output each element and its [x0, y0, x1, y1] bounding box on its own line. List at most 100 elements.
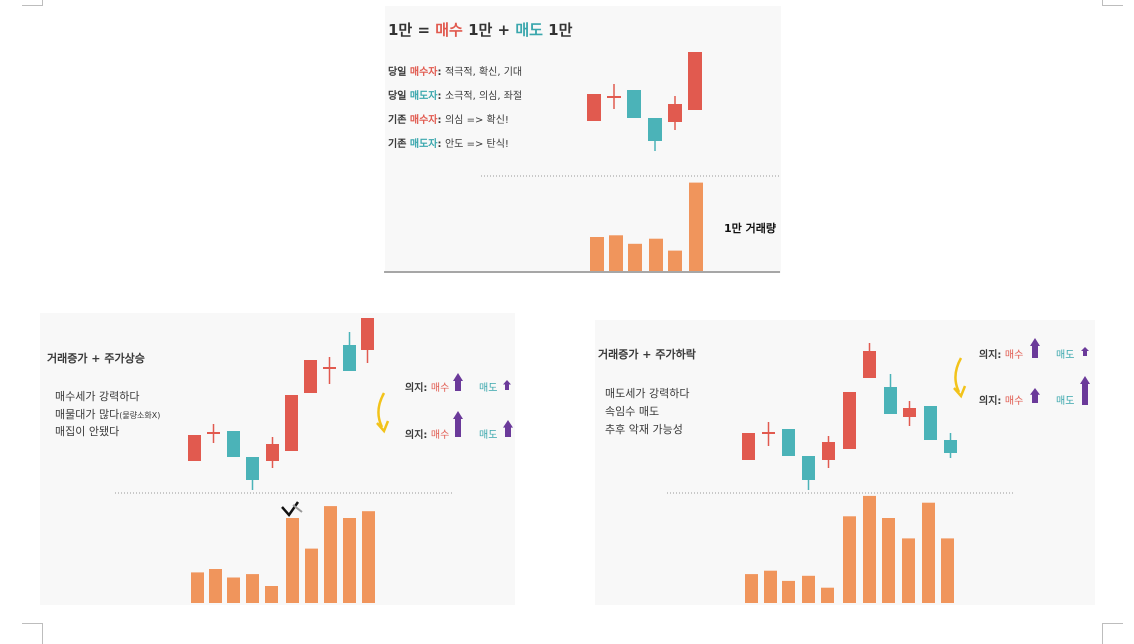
top-volume-bar: [628, 243, 642, 271]
crop-mark-top-right: [1102, 0, 1123, 6]
left-volume-bar: [362, 511, 375, 603]
top-row-4: 기존 매도자: 안도 => 탄식!: [388, 135, 509, 150]
row-prefix: 기존: [388, 139, 410, 150]
right-candle-body: [843, 392, 856, 449]
left-volume-bar: [305, 548, 318, 603]
top-volume-bar: [590, 237, 604, 271]
left-will-2: 의지: 매수: [405, 426, 449, 441]
top-row-1: 당일 매수자: 적극적, 확신, 기대: [388, 63, 522, 78]
top-candle-body: [688, 52, 702, 110]
will-label: 의지: [405, 383, 424, 394]
top-panel: [385, 6, 781, 273]
right-candle-body: [822, 442, 835, 460]
right-candle-body: [782, 429, 795, 456]
right-candle-body: [903, 408, 916, 417]
row-colon: :: [437, 139, 445, 150]
top-volume-bar: [649, 238, 663, 271]
will-colon: :: [423, 383, 431, 394]
left-line-1: 매수세가 강력하다: [55, 390, 140, 403]
left-volume-bar: [227, 577, 240, 603]
row-role: 매도자: [409, 139, 438, 150]
will-label: 의지: [405, 430, 424, 441]
title-part-5: 1만: [542, 21, 573, 39]
right-will-2: 의지: 매수: [979, 392, 1023, 407]
left-volume-bar: [209, 569, 222, 603]
row-prefix: 당일: [388, 67, 410, 78]
right-yellow-curve: [954, 357, 963, 393]
left-arrow-buy-2: [453, 411, 463, 437]
right-volume-bar: [782, 580, 795, 603]
top-row-2: 당일 매도자: 소극적, 의심, 좌절: [388, 87, 522, 102]
top-candle-body: [627, 90, 641, 118]
right-line-2: 속임수 매도: [605, 405, 660, 418]
left-will-1-sell: 매도: [479, 383, 498, 394]
right-volume-bar: [922, 502, 935, 603]
row-role: 매수자: [409, 115, 438, 126]
will-buy: 매수: [1004, 396, 1024, 407]
right-candle-body: [944, 440, 957, 453]
right-volume-bar: [882, 518, 895, 603]
left-cursor-mark: [292, 504, 303, 513]
left-candle-body: [304, 360, 317, 393]
left-candle-body: [207, 432, 220, 434]
right-volume-bar: [902, 538, 915, 603]
left-arrow-buy-1: [453, 373, 463, 391]
will-colon: :: [997, 350, 1005, 361]
top-candle-body: [648, 118, 662, 141]
right-arrow-buy-1: [1030, 338, 1040, 358]
will-colon: :: [423, 430, 431, 441]
left-line-2-small: (물량소화X): [119, 411, 161, 420]
right-volume-bar: [941, 538, 954, 603]
will-label: 의지: [979, 350, 998, 361]
right-volume-bar: [802, 575, 815, 603]
left-candle-body: [227, 431, 240, 457]
title-part-3: 1만 +: [462, 21, 516, 39]
will-buy: 매수: [430, 430, 450, 441]
right-will-1: 의지: 매수: [979, 346, 1023, 361]
right-candle-body: [924, 406, 937, 440]
left-line-2: 매물대가 많다(물량소화X): [55, 406, 160, 422]
left-line-2-text: 매물대가 많다: [55, 408, 120, 421]
top-volume-bar: [609, 235, 623, 271]
will-buy: 매수: [430, 383, 450, 394]
right-volume-bar: [863, 495, 876, 603]
left-arrow-sell-1: [503, 380, 511, 390]
left-arrow-sell-2: [503, 420, 513, 437]
left-candle-body: [361, 318, 374, 350]
will-label: 의지: [979, 396, 998, 407]
row-role: 매도자: [409, 91, 438, 102]
right-candle-body: [762, 432, 775, 434]
row-desc: 의심 => 확신!: [444, 115, 509, 126]
title-sell: 매도: [515, 21, 543, 39]
left-line-3: 매집이 안됐다: [55, 425, 120, 438]
right-arrow-sell-1: [1081, 347, 1089, 356]
crop-mark-bottom-left: [22, 623, 43, 644]
left-volume-bar: [265, 586, 278, 603]
left-volume-bar: [246, 574, 259, 603]
row-desc: 안도 => 탄식!: [444, 139, 509, 150]
left-candle-body: [188, 435, 201, 461]
left-volume-bar: [191, 572, 204, 603]
left-volume-bar: [286, 518, 299, 603]
right-volume-bar: [745, 574, 758, 603]
left-volume-bar: [324, 506, 337, 603]
crop-mark-bottom-right: [1102, 623, 1123, 644]
row-colon: :: [437, 115, 445, 126]
right-candle-body: [742, 433, 755, 460]
left-volume-bar: [343, 518, 356, 603]
right-volume-bar: [843, 516, 856, 603]
left-candle-body: [246, 457, 259, 480]
right-candle-body: [863, 351, 876, 378]
row-desc: 적극적, 확신, 기대: [444, 67, 523, 78]
left-candle-body: [343, 345, 356, 371]
right-volume-bar: [764, 570, 777, 603]
right-candle-body: [884, 387, 897, 414]
right-line-3: 추후 악재 가능성: [605, 423, 683, 436]
row-prefix: 기존: [388, 115, 410, 126]
right-title: 거래증가 + 주가하락: [598, 348, 696, 361]
top-candle-body: [668, 104, 682, 122]
row-desc: 소극적, 의심, 좌절: [444, 91, 523, 102]
